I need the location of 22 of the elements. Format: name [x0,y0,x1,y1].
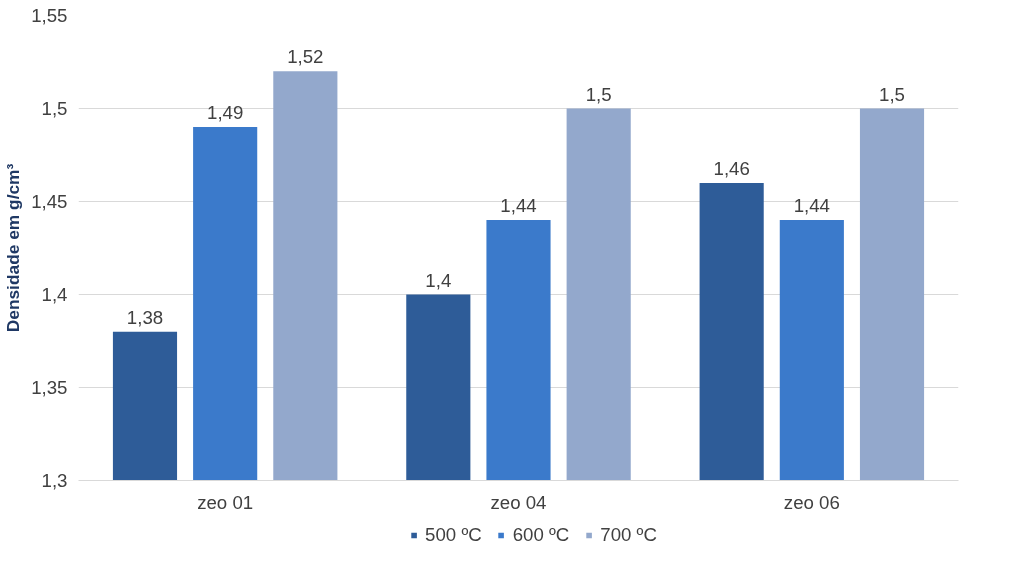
y-tick-label: 1,55 [31,5,68,26]
y-tick-label: 1,5 [41,98,68,119]
data-label: 1,44 [500,195,537,217]
data-label: 1,38 [126,306,164,328]
legend-label: 600 ºC [512,524,570,546]
data-label: 1,52 [287,46,324,68]
data-label: 1,49 [207,102,244,124]
data-label: 1,5 [879,83,905,105]
x-tick-label: zeo 01 [197,491,254,513]
data-label: 1,4 [425,269,452,291]
data-label: 1,46 [713,157,750,179]
y-tick-label: 1,45 [31,191,68,212]
y-tick-label: 1,3 [41,470,68,491]
y-tick-label: 1,35 [31,377,68,398]
y-tick-label: 1,4 [41,284,68,305]
x-tick-label: zeo 04 [490,491,547,513]
y-axis-title: Densidade em g/cm³ [3,163,24,333]
x-tick-label: zeo 06 [783,491,840,513]
data-label: 1,5 [585,83,612,105]
legend-label: 700 ºC [600,524,657,546]
legend-label: 500 ºC [425,524,482,546]
data-label: 1,44 [793,195,830,217]
